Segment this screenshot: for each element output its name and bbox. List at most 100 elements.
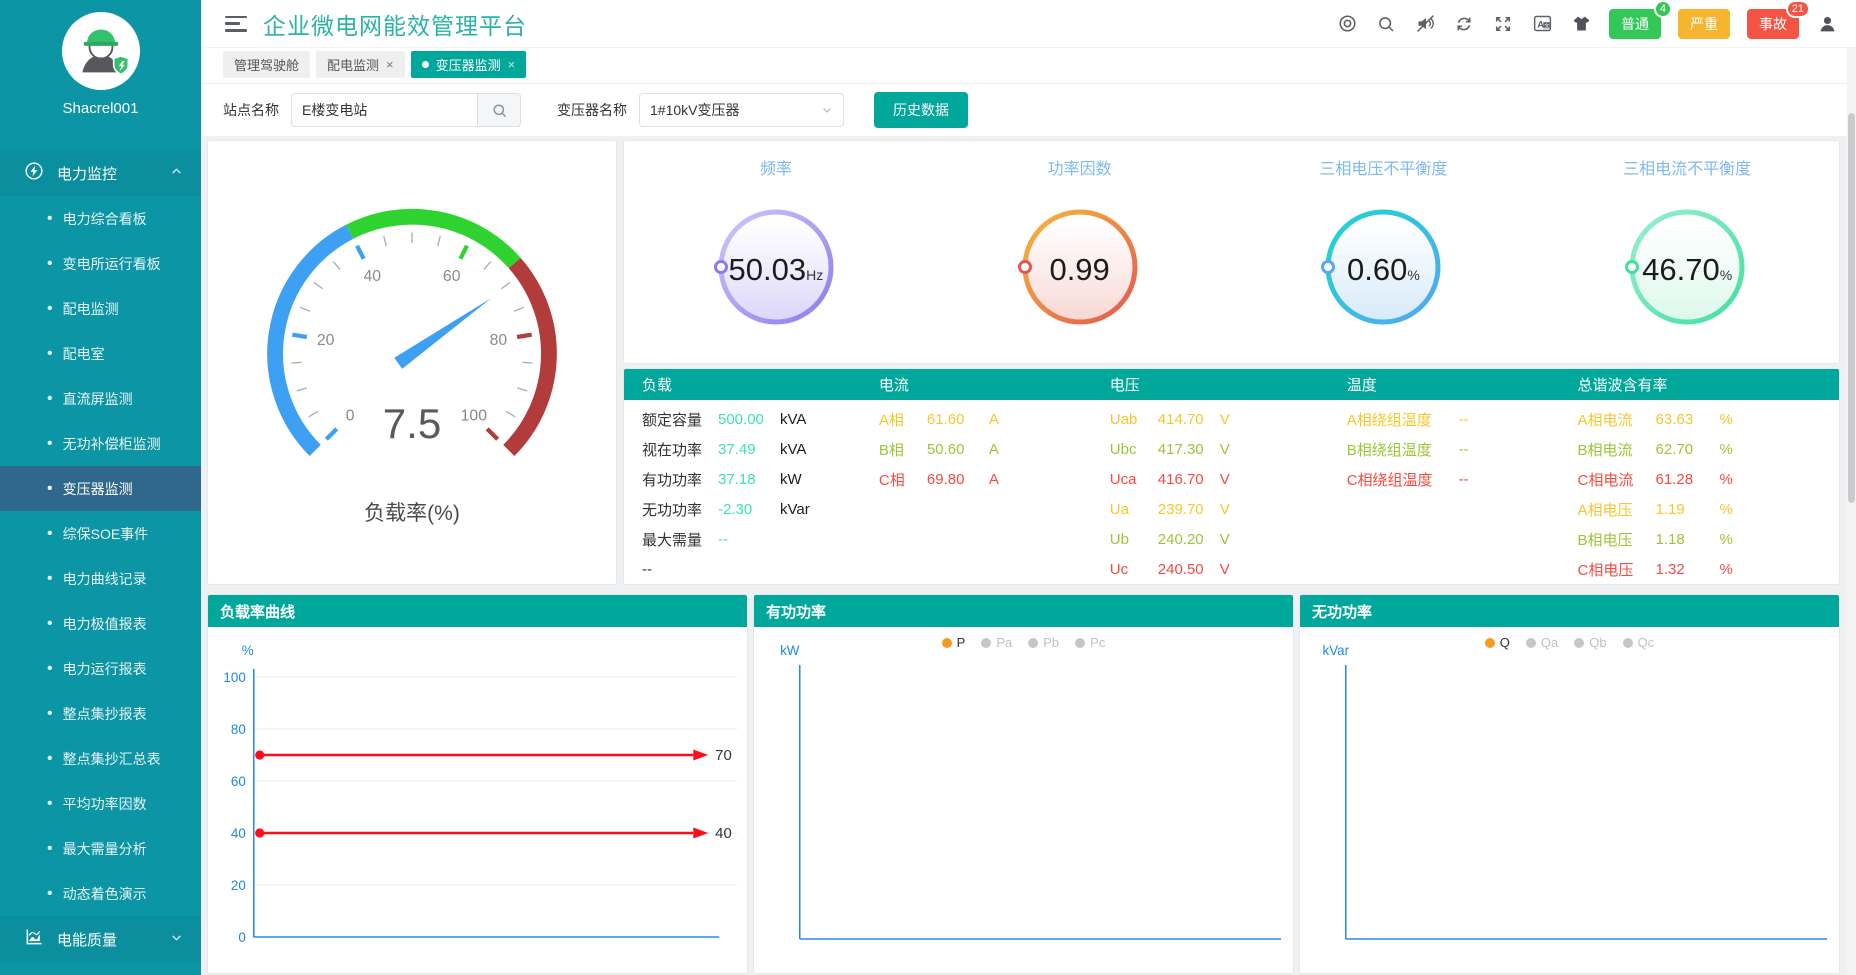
sidebar-item-label: 电力曲线记录	[62, 570, 147, 587]
chart-title: 有功功率	[754, 595, 1293, 627]
user-icon[interactable]	[1816, 13, 1838, 35]
chevron-down-icon	[823, 108, 831, 113]
sidebar-item-label: 无功补偿柜监测	[62, 435, 161, 452]
legend-dot-icon	[1028, 637, 1039, 648]
sidebar-item-动态着色演示[interactable]: • 动态着色演示	[0, 871, 201, 916]
cell-unit: %	[1719, 560, 1733, 578]
sidebar-item-电力极值报表[interactable]: • 电力极值报表	[0, 601, 201, 646]
sidebar-item-label: 电力极值报表	[62, 615, 147, 632]
menu-collapse-icon[interactable]	[225, 15, 247, 32]
theme-icon[interactable]	[1570, 13, 1592, 35]
sidebar-item-变压器监测[interactable]: • 变压器监测	[0, 466, 201, 511]
refresh-icon[interactable]	[1453, 13, 1475, 35]
bullet-icon: •	[47, 884, 53, 902]
sidebar-item-最大需量分析[interactable]: • 最大需量分析	[0, 826, 201, 871]
sidebar-item-配电监测[interactable]: • 配电监测	[0, 286, 201, 331]
fullscreen-icon[interactable]	[1492, 13, 1514, 35]
sidebar-item-整点集抄报表[interactable]: • 整点集抄报表	[0, 691, 201, 736]
svg-text:100: 100	[223, 670, 245, 685]
ring-gauge-body: 46.70%	[1623, 203, 1751, 336]
page-scrollbar[interactable]	[1847, 48, 1856, 975]
ring-gauge-title: 功率因数	[1047, 161, 1112, 178]
sidebar-section-label: 电能质量	[57, 931, 118, 949]
cell-value: --	[1458, 470, 1469, 488]
sidebar-item-label: 整点集抄报表	[62, 705, 147, 722]
table-header-row: 负载 电流 电压 温度 总谐波含有率	[624, 369, 1839, 400]
tab-close-icon[interactable]: ×	[507, 57, 516, 72]
cell-unit: A	[988, 410, 999, 428]
chart-svg: 0 20 40 60 80 100% 70 40	[223, 643, 738, 945]
cell-value: 69.80	[926, 470, 965, 488]
legend-item-Qc[interactable]: Qc	[1622, 635, 1655, 650]
sidebar-section-电能质量[interactable]: 电能质量	[0, 916, 201, 962]
chart-area: 0 20 40 60 80 100% 70 40	[208, 627, 747, 973]
sidebar-item-综保SOE事件[interactable]: • 综保SOE事件	[0, 511, 201, 556]
legend-label: P	[956, 635, 966, 650]
legend-label: Pb	[1043, 635, 1060, 650]
table-row: B相电压 1.18%	[1578, 524, 1839, 554]
history-data-button[interactable]: 历史数据	[874, 92, 968, 128]
legend-item-Pc[interactable]: Pc	[1075, 635, 1105, 650]
cell-value: 63.63	[1655, 410, 1694, 428]
alarm-button-事故[interactable]: 事故 21	[1747, 0, 1810, 39]
scrollbar-thumb[interactable]	[1848, 113, 1855, 503]
site-name-input[interactable]	[291, 93, 477, 127]
legend-item-Q[interactable]: Q	[1484, 635, 1510, 650]
filter-bar: 站点名称 变压器名称 1#10kV变压器 历史数据	[201, 84, 1856, 136]
legend-item-Pb[interactable]: Pb	[1028, 635, 1059, 650]
bullet-icon: •	[47, 659, 53, 677]
sidebar-item-整点集抄汇总表[interactable]: • 整点集抄汇总表	[0, 736, 201, 781]
cell-label: C相	[878, 471, 905, 489]
ring-gauge-circle	[1017, 209, 1138, 325]
svg-text:60: 60	[231, 774, 246, 789]
sidebar-section-电力监控[interactable]: 电力监控	[0, 150, 201, 196]
sidebar-item-电力曲线记录[interactable]: • 电力曲线记录	[0, 556, 201, 601]
alarm-button-严重[interactable]: 严重	[1678, 8, 1730, 39]
chevron-up-icon	[170, 165, 183, 182]
legend-item-Qa[interactable]: Qa	[1525, 635, 1558, 650]
sidebar-item-label: 变电所运行看板	[62, 255, 161, 272]
legend-item-Qb[interactable]: Qb	[1574, 635, 1607, 650]
legend-item-P[interactable]: P	[941, 635, 966, 650]
screen-icon[interactable]	[1336, 13, 1358, 35]
legend-dot-icon	[941, 637, 952, 648]
cell-unit: V	[1219, 440, 1230, 458]
power-monitor-icon	[24, 161, 44, 185]
sidebar-item-配电室[interactable]: • 配电室	[0, 331, 201, 376]
sidebar-item-label: 电力综合看板	[62, 210, 147, 227]
site-search-button[interactable]	[477, 93, 521, 127]
cell-value: 1.18	[1655, 530, 1685, 548]
table-row	[1347, 494, 1560, 524]
table-row: Uca 416.70 V	[1110, 464, 1329, 494]
sidebar-item-平均功率因数[interactable]: • 平均功率因数	[0, 781, 201, 826]
sidebar-item-变电所运行看板[interactable]: • 变电所运行看板	[0, 241, 201, 286]
alarm-button-普通[interactable]: 普通 4	[1609, 0, 1672, 39]
tab-变压器监测[interactable]: 变压器监测 ×	[410, 51, 527, 78]
active-tab-dot-icon	[421, 61, 429, 68]
avatar[interactable]	[61, 12, 140, 90]
svg-text:60: 60	[443, 268, 461, 285]
legend-label: Qc	[1637, 635, 1655, 650]
legend-item-Pa[interactable]: Pa	[981, 635, 1012, 650]
svg-text:80: 80	[231, 722, 246, 737]
sidebar-item-电力运行报表[interactable]: • 电力运行报表	[0, 646, 201, 691]
cell-unit: A	[988, 440, 999, 458]
sidebar-menu: 电力监控 • 电力综合看板 • 变电所运行看板 • 配电监测 • 配电室 • 直流屏监测 • 无功补偿柜…	[0, 150, 201, 975]
sidebar-item-无功补偿柜监测[interactable]: • 无功补偿柜监测	[0, 421, 201, 466]
tab-close-icon[interactable]: ×	[386, 57, 394, 72]
column-header-温度: 温度	[1346, 377, 1377, 394]
mute-icon[interactable]	[1414, 13, 1436, 35]
bullet-icon: •	[47, 839, 53, 857]
table-column-负载: 额定容量 500.00 kVA 视在功率 37.49 kVA 有功功率 37.18 kW 无功功率…	[624, 404, 861, 584]
tab-管理驾驶舱[interactable]: 管理驾驶舱	[223, 51, 311, 78]
search-icon[interactable]	[1375, 13, 1397, 35]
sidebar-item-直流屏监测[interactable]: • 直流屏监测	[0, 376, 201, 421]
table-row	[1347, 554, 1560, 584]
top-header: 企业微电网能效管理平台 A 文 普通 4 严重 事故 21	[201, 0, 1856, 48]
reactive-power-card: 无功功率 kVar Q Qa Qb Qc	[1299, 594, 1840, 974]
transformer-select[interactable]: 1#10kV变压器	[639, 93, 844, 127]
legend-dot-icon	[1525, 637, 1536, 648]
sidebar-item-电力综合看板[interactable]: • 电力综合看板	[0, 196, 201, 241]
tab-配电监测[interactable]: 配电监测 ×	[316, 51, 405, 78]
